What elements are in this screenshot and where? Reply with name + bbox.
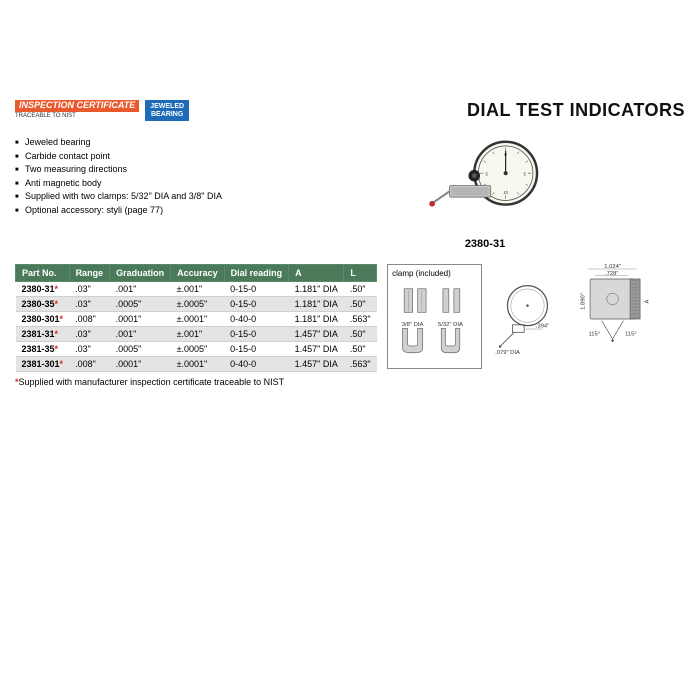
clamp-dim-2: 5/32" DIA	[438, 322, 463, 328]
dim-079: .079" DIA	[495, 350, 520, 356]
badges-row: INSPECTION CERTIFICATE TRACEABLE TO NIST…	[15, 100, 189, 121]
part-no-cell: 2381-31*	[16, 327, 70, 342]
table-row: 2380-31*.03".001"±.001"0-15-01.181" DIA.…	[16, 282, 377, 297]
dimension-side-svg: .394" .079" DIA	[490, 264, 570, 364]
table-cell: .001"	[110, 327, 171, 342]
table-cell: ±.0001"	[171, 357, 225, 372]
table-header: Accuracy	[171, 265, 225, 282]
table-cell: 1.457" DIA	[289, 327, 344, 342]
table-cell: 1.457" DIA	[289, 357, 344, 372]
table-cell: .0005"	[110, 297, 171, 312]
model-label: 2380-31	[285, 238, 685, 250]
table-cell: 0-15-0	[224, 297, 289, 312]
table-cell: .0005"	[110, 342, 171, 357]
footnote-text: Supplied with manufacturer inspection ce…	[19, 377, 285, 387]
svg-text:10: 10	[503, 190, 508, 195]
spec-table: Part No.RangeGraduationAccuracyDial read…	[15, 264, 377, 372]
inspection-line1: INSPECTION	[19, 100, 74, 110]
dim-1024: 1.024"	[604, 265, 621, 271]
jeweled-line1: JEWELED	[150, 103, 184, 111]
feature-item: Carbide contact point	[15, 150, 255, 164]
table-cell: .0001"	[110, 357, 171, 372]
jeweled-line2: BEARING	[150, 111, 184, 119]
table-cell: ±.001"	[171, 282, 225, 297]
table-cell: .50"	[344, 342, 377, 357]
part-no-cell: 2381-35*	[16, 342, 70, 357]
diagrams: clamp (included) 3/8" DIA 5/32" DIA	[387, 264, 685, 369]
table-cell: 0-15-0	[224, 342, 289, 357]
table-cell: .563"	[344, 357, 377, 372]
table-cell: 0-40-0	[224, 357, 289, 372]
dim-A: A	[645, 300, 651, 304]
table-cell: ±.001"	[171, 327, 225, 342]
dimension-top-svg: 1.024" .728" 1.890" A 115° 115°	[578, 264, 658, 364]
table-cell: .50"	[344, 282, 377, 297]
table-header: Dial reading	[224, 265, 289, 282]
clamp-box: clamp (included) 3/8" DIA 5/32" DIA	[387, 264, 482, 369]
table-cell: .03"	[69, 297, 110, 312]
table-row: 2381-301*.008".0001"±.0001"0-40-01.457" …	[16, 357, 377, 372]
dial-indicator-svg: 0 5 5 10	[410, 136, 560, 231]
table-cell: 0-15-0	[224, 282, 289, 297]
table-header: A	[289, 265, 344, 282]
table-cell: .03"	[69, 282, 110, 297]
table-cell: .0001"	[110, 312, 171, 327]
table-cell: .03"	[69, 342, 110, 357]
table-cell: ±.0005"	[171, 342, 225, 357]
table-header: Part No.	[16, 265, 70, 282]
dim-115a: 115°	[589, 332, 601, 338]
product-image: 0 5 5 10 2380-31	[285, 136, 685, 250]
table-cell: .008"	[69, 312, 110, 327]
dim-728: .728"	[605, 271, 618, 277]
table-cell: 1.181" DIA	[289, 282, 344, 297]
table-row: 2380-301*.008".0001"±.0001"0-40-01.181" …	[16, 312, 377, 327]
table-row: 2380-35*.03".0005"±.0005"0-15-01.181" DI…	[16, 297, 377, 312]
table-cell: 0-40-0	[224, 312, 289, 327]
table-cell: 1.457" DIA	[289, 342, 344, 357]
part-no-cell: 2380-31*	[16, 282, 70, 297]
footnote: *Supplied with manufacturer inspection c…	[15, 377, 377, 387]
inspection-badge: INSPECTION CERTIFICATE TRACEABLE TO NIST	[15, 100, 139, 120]
inspection-sub: TRACEABLE TO NIST	[15, 112, 139, 121]
table-cell: .563"	[344, 312, 377, 327]
table-cell: .50"	[344, 297, 377, 312]
table-header: Graduation	[110, 265, 171, 282]
table-cell: .50"	[344, 327, 377, 342]
feature-list: Jeweled bearingCarbide contact pointTwo …	[15, 136, 255, 250]
feature-item: Two measuring directions	[15, 163, 255, 177]
table-cell: ±.0001"	[171, 312, 225, 327]
table-cell: 1.181" DIA	[289, 297, 344, 312]
feature-item: Supplied with two clamps: 5/32" DIA and …	[15, 190, 255, 204]
feature-item: Jeweled bearing	[15, 136, 255, 150]
clamp-svg: 3/8" DIA 5/32" DIA	[392, 282, 477, 362]
table-cell: .001"	[110, 282, 171, 297]
table-cell: 1.181" DIA	[289, 312, 344, 327]
table-cell: .008"	[69, 357, 110, 372]
dim-1890: 1.890"	[580, 294, 586, 311]
dim-394: .394"	[536, 324, 549, 330]
part-no-cell: 2380-301*	[16, 312, 70, 327]
clamp-title: clamp (included)	[392, 269, 477, 278]
inspection-line2: CERTIFICATE	[77, 100, 136, 110]
table-row: 2381-35*.03".0005"±.0005"0-15-01.457" DI…	[16, 342, 377, 357]
page-title: DIAL TEST INDICATORS	[467, 100, 685, 121]
table-header: Range	[69, 265, 110, 282]
feature-item: Optional accessory: styli (page 77)	[15, 204, 255, 218]
table-row: 2381-31*.03".001"±.001"0-15-01.457" DIA.…	[16, 327, 377, 342]
clamp-dim-1: 3/8" DIA	[402, 322, 424, 328]
table-cell: .03"	[69, 327, 110, 342]
table-cell: 0-15-0	[224, 327, 289, 342]
table-cell: ±.0005"	[171, 297, 225, 312]
part-no-cell: 2381-301*	[16, 357, 70, 372]
jeweled-badge: JEWELED BEARING	[145, 100, 189, 121]
part-no-cell: 2380-35*	[16, 297, 70, 312]
dim-115b: 115°	[625, 332, 637, 338]
feature-item: Anti magnetic body	[15, 177, 255, 191]
table-header: L	[344, 265, 377, 282]
